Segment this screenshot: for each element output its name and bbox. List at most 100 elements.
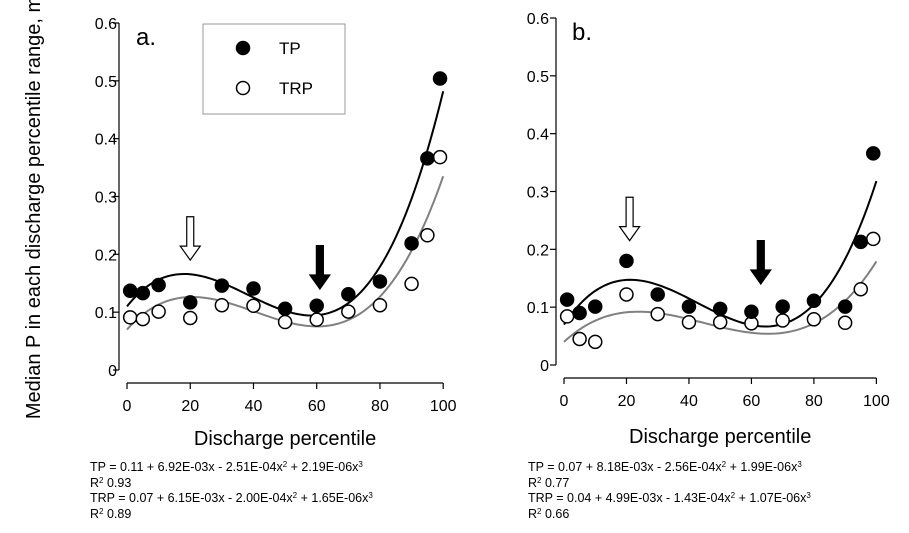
trp-data-point <box>806 312 822 327</box>
trp-data-point <box>214 297 230 313</box>
trp-data-point <box>572 331 587 347</box>
filled-arrow-icon <box>308 245 332 291</box>
tp-data-point <box>775 299 790 314</box>
panel-label: a. <box>136 24 156 51</box>
legend-box <box>202 23 346 115</box>
tp-data-point <box>837 299 853 314</box>
trp-data-point <box>341 304 356 319</box>
tp-data-point <box>744 304 759 320</box>
x-tick-label: 40 <box>245 398 263 415</box>
trp-r2-value: 0.66 <box>541 506 570 521</box>
tp-r2: R2 0.77 <box>528 476 811 492</box>
tp-fit-curve <box>126 90 445 317</box>
trp-data-point <box>372 297 388 313</box>
r2-exponent: 2 <box>99 506 104 516</box>
trp-r2: R2 0.89 <box>90 507 373 523</box>
x-tick-label: 0 <box>560 393 569 410</box>
y-tick-label: 0.5 <box>95 74 117 91</box>
r2-exponent: 2 <box>537 475 542 485</box>
r-label: R <box>528 475 538 490</box>
y-tick-label: 0.4 <box>527 127 549 144</box>
tp-data-point <box>619 253 634 269</box>
y-tick-label: 0.2 <box>527 242 549 259</box>
filled-arrow-icon <box>749 240 772 286</box>
tp-r2-value: 0.77 <box>541 475 570 490</box>
tp-data-point <box>372 274 388 289</box>
trp-data-point <box>182 310 198 326</box>
trp-data-point <box>866 231 881 247</box>
tp-data-point <box>151 277 166 293</box>
tp-data-point <box>559 292 575 307</box>
trp-equation: TRP = 0.04 + 4.99E-03x - 1.43E-04x2 + 1.… <box>528 491 811 507</box>
trp-r2: R2 0.66 <box>528 507 811 523</box>
trp-data-point <box>650 306 665 322</box>
y-tick-label: 0 <box>540 358 549 375</box>
legend-label-trp: TRP <box>279 79 313 98</box>
panel-a-equations: TP = 0.11 + 6.92E-03x - 2.51E-04x2 + 2.1… <box>90 460 373 522</box>
y-tick-label: 0.6 <box>95 16 117 33</box>
x-tick-label: 100 <box>430 398 457 415</box>
tp-data-point <box>650 287 665 302</box>
x-tick-label: 100 <box>863 393 890 410</box>
tp-data-point <box>309 298 324 314</box>
tp-data-point <box>572 305 587 321</box>
tp-data-point <box>587 299 603 314</box>
x-tick-label: 60 <box>743 393 761 410</box>
x-tick-label: 20 <box>618 393 636 410</box>
tp-data-point <box>806 293 822 309</box>
tp-equation-prefix: TP = 0.07 + 8.18E-03x - 2.56E-04x <box>528 460 722 474</box>
y-tick-label: 0 <box>108 363 117 380</box>
trp-r2-value: 0.89 <box>103 506 132 521</box>
tp-equation-middle: + 2.19E-06x <box>287 460 359 474</box>
panel-a-chart: 0 0.1 0.2 0.3 0.4 0.5 0.6 0 20 40 60 80 100 Discharge… <box>95 16 457 450</box>
trp-data-point <box>559 309 575 324</box>
trp-data-point <box>246 298 261 314</box>
tp-data-point <box>681 299 697 314</box>
trp-data-point <box>277 314 293 330</box>
trp-exponent-2: 2 <box>292 491 298 500</box>
legend: TP TRP <box>202 23 346 115</box>
x-tick-label: 80 <box>371 398 389 415</box>
trp-exponent-3: 3 <box>806 491 811 500</box>
open-arrow-icon <box>618 196 641 242</box>
tp-r2: R2 0.93 <box>90 476 373 492</box>
y-axis-label: Median P in each discharge percentile ra… <box>23 0 45 419</box>
panel-label: b. <box>572 19 592 46</box>
tp-data-point <box>277 301 293 316</box>
tp-data-point <box>420 151 435 166</box>
trp-data-point <box>587 334 603 350</box>
trp-data-point <box>712 314 728 330</box>
trp-data-point <box>122 310 138 325</box>
tp-exponent-2: 2 <box>282 460 288 469</box>
tp-equation-prefix: TP = 0.11 + 6.92E-03x - 2.51E-04x <box>90 460 283 474</box>
r-label: R <box>528 506 538 521</box>
trp-data-point <box>135 311 151 327</box>
tp-data-point <box>404 236 419 251</box>
tp-data-point <box>432 71 448 86</box>
r2-exponent: 2 <box>99 475 104 485</box>
trp-data-point <box>775 313 790 328</box>
trp-data-point <box>309 312 324 327</box>
trp-data-point <box>853 281 869 297</box>
tp-equation: TP = 0.07 + 8.18E-03x - 2.56E-04x2 + 1.9… <box>528 460 811 476</box>
r2-exponent: 2 <box>537 506 542 516</box>
tp-equation-middle: + 1.99E-06x <box>726 460 798 474</box>
x-tick-label: 40 <box>680 393 698 410</box>
y-tick-label: 0.1 <box>95 305 117 322</box>
r-label: R <box>90 475 100 490</box>
legend-marker-tp <box>235 40 251 56</box>
trp-equation: TRP = 0.07 + 6.15E-03x - 2.00E-04x2 + 1.… <box>90 491 373 507</box>
x-axis-label: Discharge percentile <box>194 428 376 450</box>
tp-data-point <box>214 278 230 293</box>
tp-data-point <box>182 295 198 310</box>
tp-data-point <box>341 286 356 302</box>
trp-exponent-3: 3 <box>368 491 373 500</box>
tp-data-point <box>135 285 151 301</box>
tp-equation: TP = 0.11 + 6.92E-03x - 2.51E-04x2 + 2.1… <box>90 460 373 476</box>
legend-marker-trp <box>235 80 251 96</box>
tp-data-point <box>122 283 138 299</box>
tp-exponent-2: 2 <box>721 460 727 469</box>
trp-equation-middle: + 1.07E-06x <box>735 491 807 505</box>
y-tick-label: 0.3 <box>95 190 117 207</box>
